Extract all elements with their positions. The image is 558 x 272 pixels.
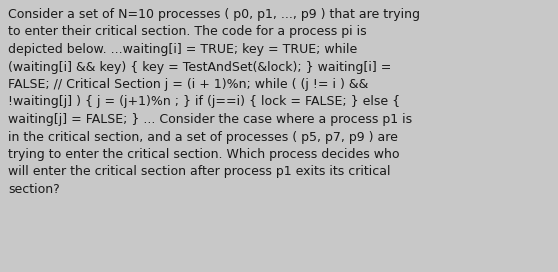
Text: Consider a set of N=10 processes ( p0, p1, ..., p9 ) that are trying
to enter th: Consider a set of N=10 processes ( p0, p… xyxy=(8,8,420,196)
